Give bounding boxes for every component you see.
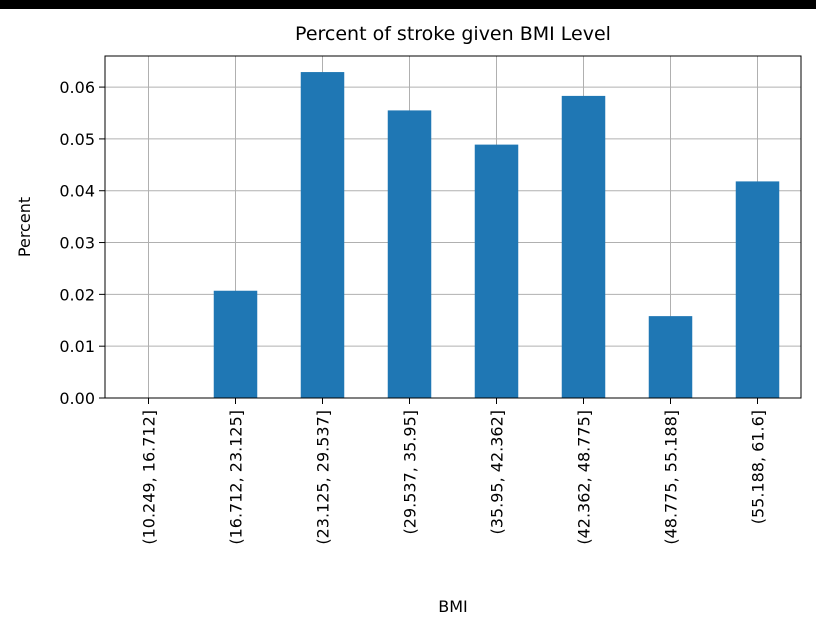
bar xyxy=(300,72,345,399)
plot-frame xyxy=(104,55,802,399)
y-tick-label: 0.04 xyxy=(59,182,95,201)
x-axis: (10.249, 16.712] (16.712, 23.125] (23.125,… xyxy=(140,398,768,545)
x-tick-label: (35.95, 42.362] xyxy=(488,410,507,534)
bar xyxy=(387,110,432,398)
x-axis-label: BMI xyxy=(438,597,468,616)
x-tick-label: (55.188, 61.6] xyxy=(749,410,768,524)
y-tick-label: 0.02 xyxy=(59,285,95,304)
y-axis: 0.00 0.01 0.02 0.03 0.04 0.05 0.06 xyxy=(59,78,105,408)
y-tick-label: 0.01 xyxy=(59,337,95,356)
x-tick-label: (48.775, 55.188] xyxy=(662,410,681,545)
y-tick-label: 0.06 xyxy=(59,78,95,97)
x-tick-label: (10.249, 16.712] xyxy=(140,410,159,545)
bar xyxy=(648,316,693,398)
x-tick-label: (23.125, 29.537] xyxy=(314,410,333,545)
bar xyxy=(213,290,258,398)
bars-layer xyxy=(213,72,780,399)
y-axis-label: Percent xyxy=(15,197,34,257)
y-tick-label: 0.05 xyxy=(59,130,95,149)
x-tick-label: (29.537, 35.95] xyxy=(401,410,420,534)
grid-layer xyxy=(105,56,801,399)
bar xyxy=(474,144,519,398)
x-tick-label: (16.712, 23.125] xyxy=(227,410,246,545)
y-tick-label: 0.03 xyxy=(59,234,95,253)
bar xyxy=(561,95,606,399)
bar xyxy=(735,181,780,398)
top-window-bar xyxy=(0,0,816,9)
x-tick-label: (42.362, 48.775] xyxy=(575,410,594,545)
chart-title: Percent of stroke given BMI Level xyxy=(295,23,611,45)
y-tick-label: 0.00 xyxy=(59,389,95,408)
